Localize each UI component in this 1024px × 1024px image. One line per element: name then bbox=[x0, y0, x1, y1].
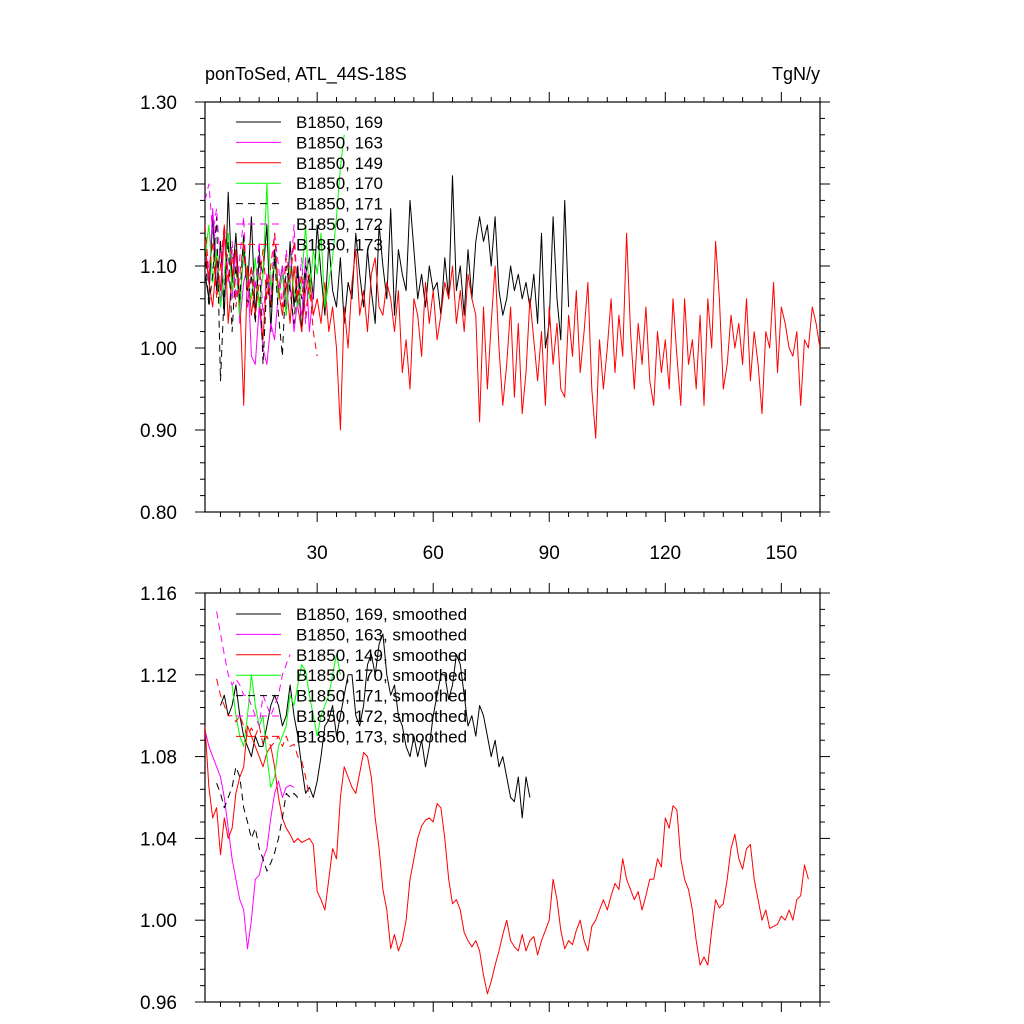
y-tick-label: 1.04 bbox=[140, 829, 177, 850]
x-tick-label: 30 bbox=[307, 543, 328, 564]
legend-label: B1850, 169, smoothed bbox=[296, 605, 467, 624]
series-line bbox=[205, 725, 809, 995]
y-tick-label: 1.08 bbox=[140, 748, 177, 769]
series-line bbox=[216, 611, 291, 727]
legend-label: B1850, 149 bbox=[296, 154, 383, 173]
y-tick-label: 0.90 bbox=[140, 421, 177, 442]
x-tick-label: 60 bbox=[423, 543, 444, 564]
legend-label: B1850, 170, smoothed bbox=[296, 666, 467, 685]
legend-label: B1850, 149, smoothed bbox=[296, 646, 467, 665]
x-tick-label: 150 bbox=[765, 543, 797, 564]
series-line bbox=[205, 729, 295, 950]
legend-label: B1850, 163 bbox=[296, 133, 383, 152]
y-tick-label: 1.30 bbox=[140, 93, 177, 114]
legend-label: B1850, 173, smoothed bbox=[296, 727, 467, 746]
y-tick-label: 1.20 bbox=[140, 175, 177, 196]
bottom-panel: 0.96 1.00 1.04 1.08 1.12 1.16 B1850, 169, smoo… bbox=[140, 583, 830, 1014]
legend-label: B1850, 163, smoothed bbox=[296, 625, 467, 644]
series-line bbox=[216, 766, 299, 872]
series-line bbox=[220, 633, 531, 819]
legend-label: B1850, 173 bbox=[296, 235, 383, 254]
legend-label: B1850, 171, smoothed bbox=[296, 687, 467, 706]
plot-frame bbox=[204, 101, 821, 513]
series-line bbox=[205, 224, 820, 439]
y-tick-label: 0.96 bbox=[140, 993, 177, 1014]
chart-title: ponToSed, ATL_44S-18S bbox=[205, 64, 407, 85]
legend-label: B1850, 169 bbox=[296, 113, 383, 132]
legend-label: B1850, 172, smoothed bbox=[296, 707, 467, 726]
legend-label: B1850, 171 bbox=[296, 195, 383, 214]
series-line bbox=[205, 134, 345, 316]
series-line bbox=[205, 175, 570, 349]
x-tick-label: 90 bbox=[539, 543, 560, 564]
units-label: TgN/y bbox=[772, 64, 820, 84]
series-line bbox=[205, 224, 318, 357]
y-tick-label: 0.80 bbox=[140, 503, 177, 524]
series-line bbox=[216, 678, 310, 798]
x-tick-label: 120 bbox=[649, 543, 681, 564]
series-line bbox=[231, 653, 341, 788]
legend-label: B1850, 172 bbox=[296, 215, 383, 234]
y-tick-label: 1.12 bbox=[140, 666, 177, 687]
y-tick-label: 1.10 bbox=[140, 257, 177, 278]
y-tick-label: 1.00 bbox=[140, 911, 177, 932]
y-tick-label: 1.00 bbox=[140, 339, 177, 360]
y-tick-label: 1.16 bbox=[140, 584, 177, 605]
plot-frame bbox=[204, 592, 821, 1003]
legend-label: B1850, 170 bbox=[296, 174, 383, 193]
top-panel: 0.80 0.90 1.00 1.10 1.20 1.30 30 60 90 120 150 ponT… bbox=[140, 64, 830, 564]
